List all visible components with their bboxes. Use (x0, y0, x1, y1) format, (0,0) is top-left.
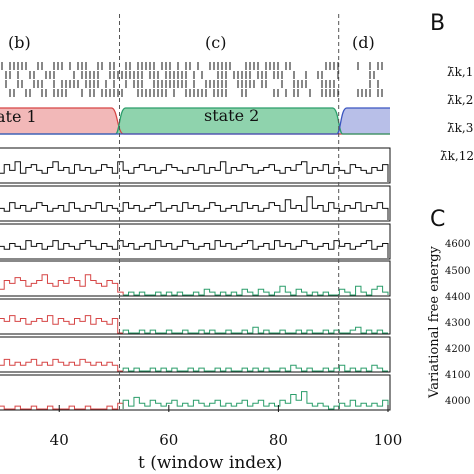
state-3-region (336, 108, 390, 134)
state-2-posterior-line (0, 107, 390, 135)
rate-row-4-histogram (0, 274, 124, 295)
rate-row-4-histogram (123, 285, 340, 296)
rate-row-2-frame (0, 185, 391, 222)
spike-raster (1, 62, 383, 97)
rate-row-4-histogram (338, 285, 389, 296)
rate-row-6-histogram (122, 364, 340, 372)
y-tick-4600: 4600 (445, 239, 470, 250)
segment-label-c: (c) (205, 33, 226, 52)
rate-label-1: λ̄k,1 (447, 65, 473, 79)
x-tick-label: 100 (374, 431, 403, 449)
rate-histogram-rows (0, 147, 391, 411)
free-energy-y-axis: 4600 4500 4400 4300 4200 4100 4000 (445, 239, 470, 407)
rate-labels: λ̄k,1 λ̄k,2 λ̄k,3 λ̄k,12 (440, 65, 474, 163)
x-tick-label: 60 (159, 431, 178, 449)
rate-row-1-frame (0, 147, 391, 184)
x-axis-label: t (window index) (138, 453, 282, 473)
rate-row-3-histogram (0, 240, 389, 258)
y-tick-4300: 4300 (445, 318, 470, 329)
y-tick-4100: 4100 (445, 370, 470, 381)
rate-row-7-histogram (122, 391, 340, 410)
y-tick-4000: 4000 (445, 396, 470, 407)
rate-row-7-histogram (0, 402, 124, 410)
rate-row-7-histogram (338, 399, 389, 409)
rate-row-3-frame (0, 223, 391, 260)
state-band: ate 1 state 2 (0, 106, 390, 135)
segment-label-b: (b) (8, 33, 31, 52)
change-point-lines (119, 14, 340, 412)
rate-row-5-histogram (122, 326, 340, 334)
rate-row-5-frame (0, 298, 391, 335)
x-tick-label: 80 (269, 431, 288, 449)
rate-row-6-histogram (338, 364, 388, 372)
segment-label-d: (d) (352, 33, 375, 52)
rate-label-3: λ̄k,3 (447, 121, 473, 135)
rate-row-4-frame (0, 260, 391, 297)
rate-row-5-histogram (0, 315, 124, 334)
state-1-region (0, 108, 124, 134)
y-tick-4500: 4500 (445, 266, 470, 277)
rate-row-5-histogram (339, 326, 388, 334)
x-tick-label: 40 (50, 431, 69, 449)
state-1-label: ate 1 (0, 107, 37, 126)
rate-row-6-histogram (0, 358, 124, 372)
rate-row-1-histogram (0, 161, 389, 182)
panel-b-label: B (430, 11, 445, 36)
rate-row-7-frame (0, 374, 391, 411)
panel-c-label: C (430, 207, 445, 232)
state-3-posterior-line (0, 107, 390, 135)
rate-row-6-frame (0, 336, 391, 373)
y-tick-4200: 4200 (445, 344, 470, 355)
rate-row-2-histogram (0, 196, 389, 220)
free-energy-y-label: Variational free energy (427, 245, 442, 399)
x-axis: 40 60 80 100 (50, 405, 403, 449)
state-2-label: state 2 (204, 106, 259, 125)
rate-label-2: λ̄k,2 (447, 93, 473, 107)
state-2-region (115, 108, 343, 134)
rate-label-12: λ̄k,12 (440, 149, 474, 163)
y-tick-4400: 4400 (445, 292, 470, 303)
